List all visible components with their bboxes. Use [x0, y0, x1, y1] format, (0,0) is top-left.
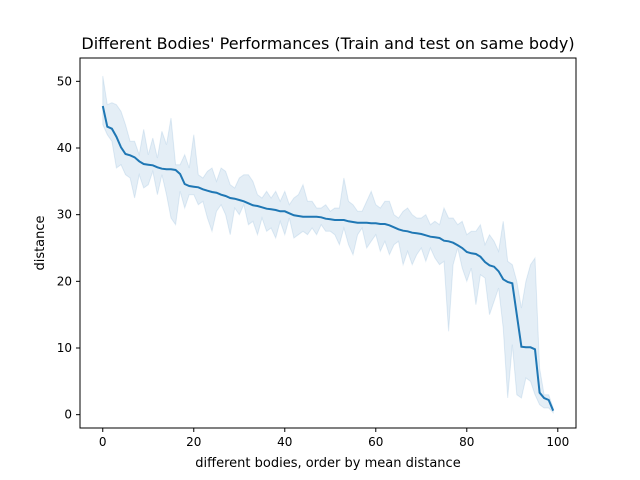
y-axis: 0 10 20 30 40 50 [57, 74, 80, 422]
chart-title: Different Bodies' Performances (Train an… [81, 34, 574, 53]
x-tick-label: 60 [368, 435, 383, 449]
axes-frame [79, 57, 577, 429]
y-tick-label: 0 [64, 408, 72, 422]
x-tick-label: 100 [546, 435, 569, 449]
plot-area [101, 75, 555, 414]
x-axis: 0 20 40 60 80 100 [99, 428, 569, 449]
y-tick-label: 50 [57, 74, 72, 88]
x-tick-label: 80 [459, 435, 474, 449]
y-tick-label: 30 [57, 208, 72, 222]
x-tick-label: 20 [186, 435, 201, 449]
x-axis-label: different bodies, order by mean distance [195, 456, 460, 471]
x-tick-label: 0 [99, 435, 107, 449]
y-tick-label: 40 [57, 141, 72, 155]
y-tick-label: 10 [57, 341, 72, 355]
mean-line [101, 105, 555, 412]
confidence-band [102, 75, 554, 414]
x-tick-label: 40 [277, 435, 292, 449]
y-tick-label: 20 [57, 274, 72, 288]
y-axis-label: distance [33, 215, 48, 270]
